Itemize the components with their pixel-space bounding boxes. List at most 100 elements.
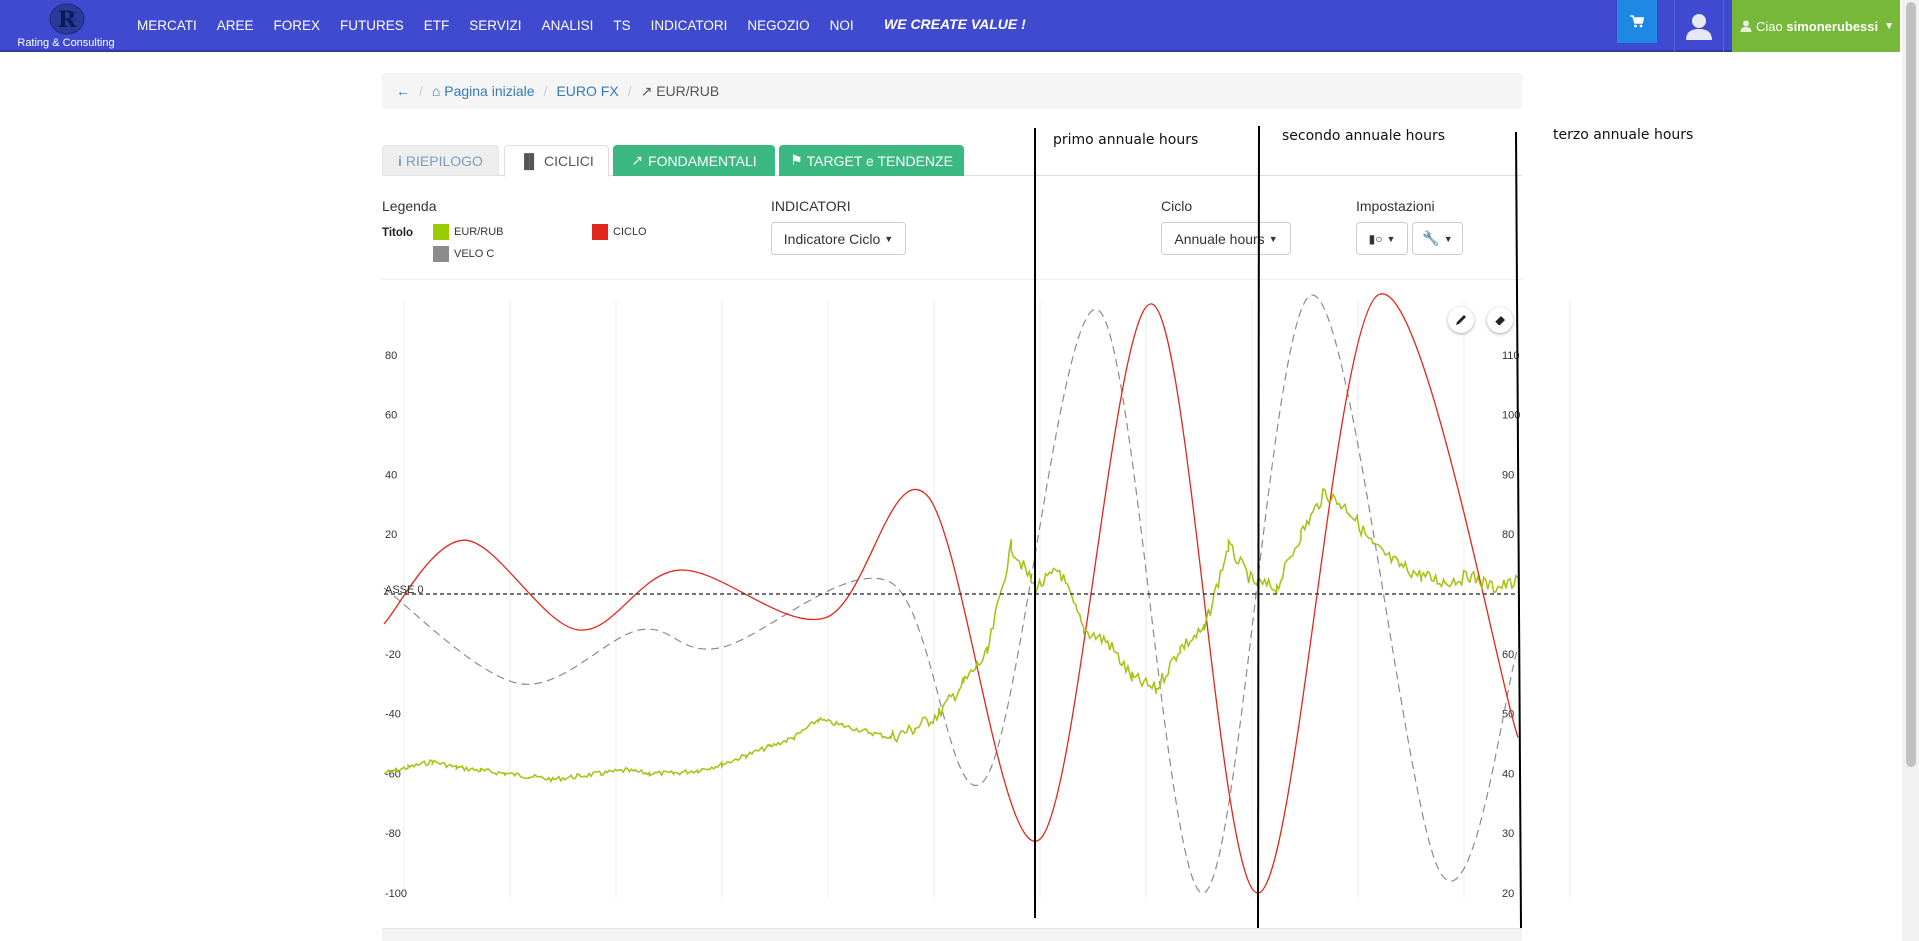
draw-tool-button[interactable] xyxy=(1448,307,1474,333)
tab-fondamentali[interactable]: ↗ FONDAMENTALI xyxy=(613,145,775,176)
right-axis-tick-label: 20 xyxy=(1502,888,1514,900)
legend-entry-ciclo[interactable]: CICLO xyxy=(592,224,647,240)
scrollbar-thumb[interactable] xyxy=(1906,2,1916,767)
username: simonerubessi xyxy=(1786,18,1879,34)
breadcrumb-section[interactable]: EURO FX xyxy=(556,83,619,99)
breadcrumb-separator: / xyxy=(627,83,632,99)
shopping-cart-icon xyxy=(1630,15,1644,28)
left-axis-tick-label: 40 xyxy=(385,469,397,481)
left-axis-tick-label: -100 xyxy=(385,888,407,900)
left-axis-tick-label: -20 xyxy=(385,649,401,661)
tab-riepilogo-label: RIEPILOGO xyxy=(405,152,483,169)
settings-label: Impostazioni xyxy=(1356,198,1435,214)
display-options-dropdown[interactable]: ▮○ ▼ xyxy=(1356,222,1408,255)
wrench-icon: 🔧 xyxy=(1422,230,1440,246)
legend-entry-eurrub[interactable]: EUR/RUB xyxy=(433,224,504,240)
cycle-dropdown-value: Annuale hours xyxy=(1174,230,1265,247)
right-axis-tick-label: 30 xyxy=(1502,828,1514,840)
toggle-icon: ▮○ xyxy=(1368,231,1383,246)
annotation-primo: primo annuale hours xyxy=(1053,132,1199,148)
arrow-left-icon[interactable]: ← xyxy=(396,83,410,99)
left-axis-tick-label: 20 xyxy=(385,529,397,541)
nav-item-aree[interactable]: AREE xyxy=(216,17,254,33)
chevron-down-icon: ▼ xyxy=(1884,20,1895,32)
annotation-terzo: terzo annuale hours xyxy=(1553,127,1694,143)
breadcrumb-home[interactable]: ⌂ Pagina iniziale xyxy=(432,83,535,99)
cycle-dropdown[interactable]: Annuale hours ▼ xyxy=(1161,222,1291,255)
breadcrumb: ← / ⌂ Pagina iniziale / EURO FX / ↗ EUR/… xyxy=(382,73,1522,109)
left-axis-tick-label: 80 xyxy=(385,350,397,362)
logo-mark-icon: R C xyxy=(49,3,85,35)
nav-item-futures[interactable]: FUTURES xyxy=(340,17,404,33)
cart-button[interactable] xyxy=(1617,0,1657,43)
home-icon: ⌂ xyxy=(431,83,441,99)
annotation-secondo: secondo annuale hours xyxy=(1282,128,1446,144)
left-axis-tick-label: -40 xyxy=(385,709,401,721)
info-icon: i xyxy=(398,152,402,169)
legend-name-ciclo: CICLO xyxy=(613,226,647,238)
area-chart-icon: ↗ xyxy=(631,152,644,168)
logo-text: Rating & Consulting xyxy=(17,37,115,49)
nav-item-negozio[interactable]: NEGOZIO xyxy=(747,17,810,33)
left-axis-tick-label: 60 xyxy=(385,410,397,422)
right-axis-tick-label: 50 xyxy=(1502,709,1514,721)
tab-target-label: TARGET e TENDENZE xyxy=(806,152,953,169)
breadcrumb-current-label: EUR/RUB xyxy=(656,82,720,99)
nav-item-indicatori[interactable]: INDICATORI xyxy=(650,17,728,33)
nav-item-mercati[interactable]: MERCATI xyxy=(137,17,197,33)
series-ciclo-line xyxy=(383,293,1519,894)
cycle-label: Ciclo xyxy=(1161,198,1193,214)
user-avatar-icon xyxy=(1686,14,1712,40)
legend-name-veloc: VELO C xyxy=(454,248,495,260)
indicators-dropdown[interactable]: Indicatore Ciclo ▼ xyxy=(771,222,906,255)
user-icon xyxy=(1740,20,1752,32)
svg-text:C: C xyxy=(68,10,78,25)
legend-swatch-ciclo xyxy=(592,224,608,240)
series-eurrub-shadow xyxy=(383,487,1519,784)
breadcrumb-separator: / xyxy=(419,83,423,99)
user-menu-dropdown[interactable]: Ciao simonerubessi ▼ xyxy=(1732,0,1900,52)
right-axis-tick-label: 40 xyxy=(1502,768,1514,780)
user-greeting: Ciao xyxy=(1756,18,1783,34)
series-velo-c-line xyxy=(383,294,1519,894)
erase-tool-button[interactable] xyxy=(1487,307,1513,333)
caret-down-icon: ▼ xyxy=(1268,233,1278,244)
legend-title: Titolo xyxy=(382,227,414,239)
caret-down-icon: ▼ xyxy=(884,233,894,244)
nav-item-ts[interactable]: TS xyxy=(613,17,631,33)
tab-bar: i RIEPILOGO ▐▌ CICLICI ↗ FONDAMENTALI ⚑ TARG… xyxy=(382,145,1522,177)
tools-dropdown[interactable]: 🔧 ▼ xyxy=(1412,222,1463,255)
right-axis-tick-label: 60 xyxy=(1502,649,1514,661)
nav-item-analisi[interactable]: ANALISI xyxy=(541,17,594,33)
chart-navigator-strip[interactable] xyxy=(382,928,1522,941)
left-axis-tick-label: -80 xyxy=(385,828,401,840)
right-axis-tick-label: 110 xyxy=(1502,350,1520,362)
pencil-icon xyxy=(1456,315,1466,325)
tab-target-tendenze[interactable]: ⚑ TARGET e TENDENZE xyxy=(779,145,964,176)
main-menu: MERCATI AREE FOREX FUTURES ETF SERVIZI A… xyxy=(137,0,874,50)
tab-ciclici-label: CICLICI xyxy=(544,153,594,169)
eraser-icon xyxy=(1494,316,1505,326)
right-axis-tick-label: 80 xyxy=(1502,529,1514,541)
indicators-dropdown-value: Indicatore Ciclo xyxy=(783,230,881,247)
tab-ciclici[interactable]: ▐▌ CICLICI xyxy=(504,145,609,177)
tab-riepilogo[interactable]: i RIEPILOGO xyxy=(382,145,499,176)
divider xyxy=(382,279,1522,280)
brand-logo[interactable]: R C Rating & Consulting xyxy=(10,0,120,52)
nav-item-noi[interactable]: NOI xyxy=(829,17,854,33)
nav-item-servizi[interactable]: SERVIZI xyxy=(469,17,522,33)
page-scrollbar[interactable] xyxy=(1902,0,1919,941)
breadcrumb-separator: / xyxy=(543,83,548,99)
line-chart-icon: ↗ xyxy=(640,82,653,99)
legend-name-eurrub: EUR/RUB xyxy=(454,226,504,238)
caret-down-icon: ▼ xyxy=(1386,233,1396,244)
bar-chart-icon: ▐▌ xyxy=(519,153,540,169)
left-axis-tick-label: -60 xyxy=(385,768,401,780)
slogan-text: WE CREATE VALUE ! xyxy=(884,16,1026,32)
legend-entry-veloc[interactable]: VELO C xyxy=(433,246,494,262)
legend-swatch-eurrub xyxy=(433,224,449,240)
zero-axis-label: ASSE 0 xyxy=(385,584,424,596)
nav-item-etf[interactable]: ETF xyxy=(423,17,450,33)
user-avatar[interactable] xyxy=(1674,0,1724,52)
nav-item-forex[interactable]: FOREX xyxy=(273,17,321,33)
